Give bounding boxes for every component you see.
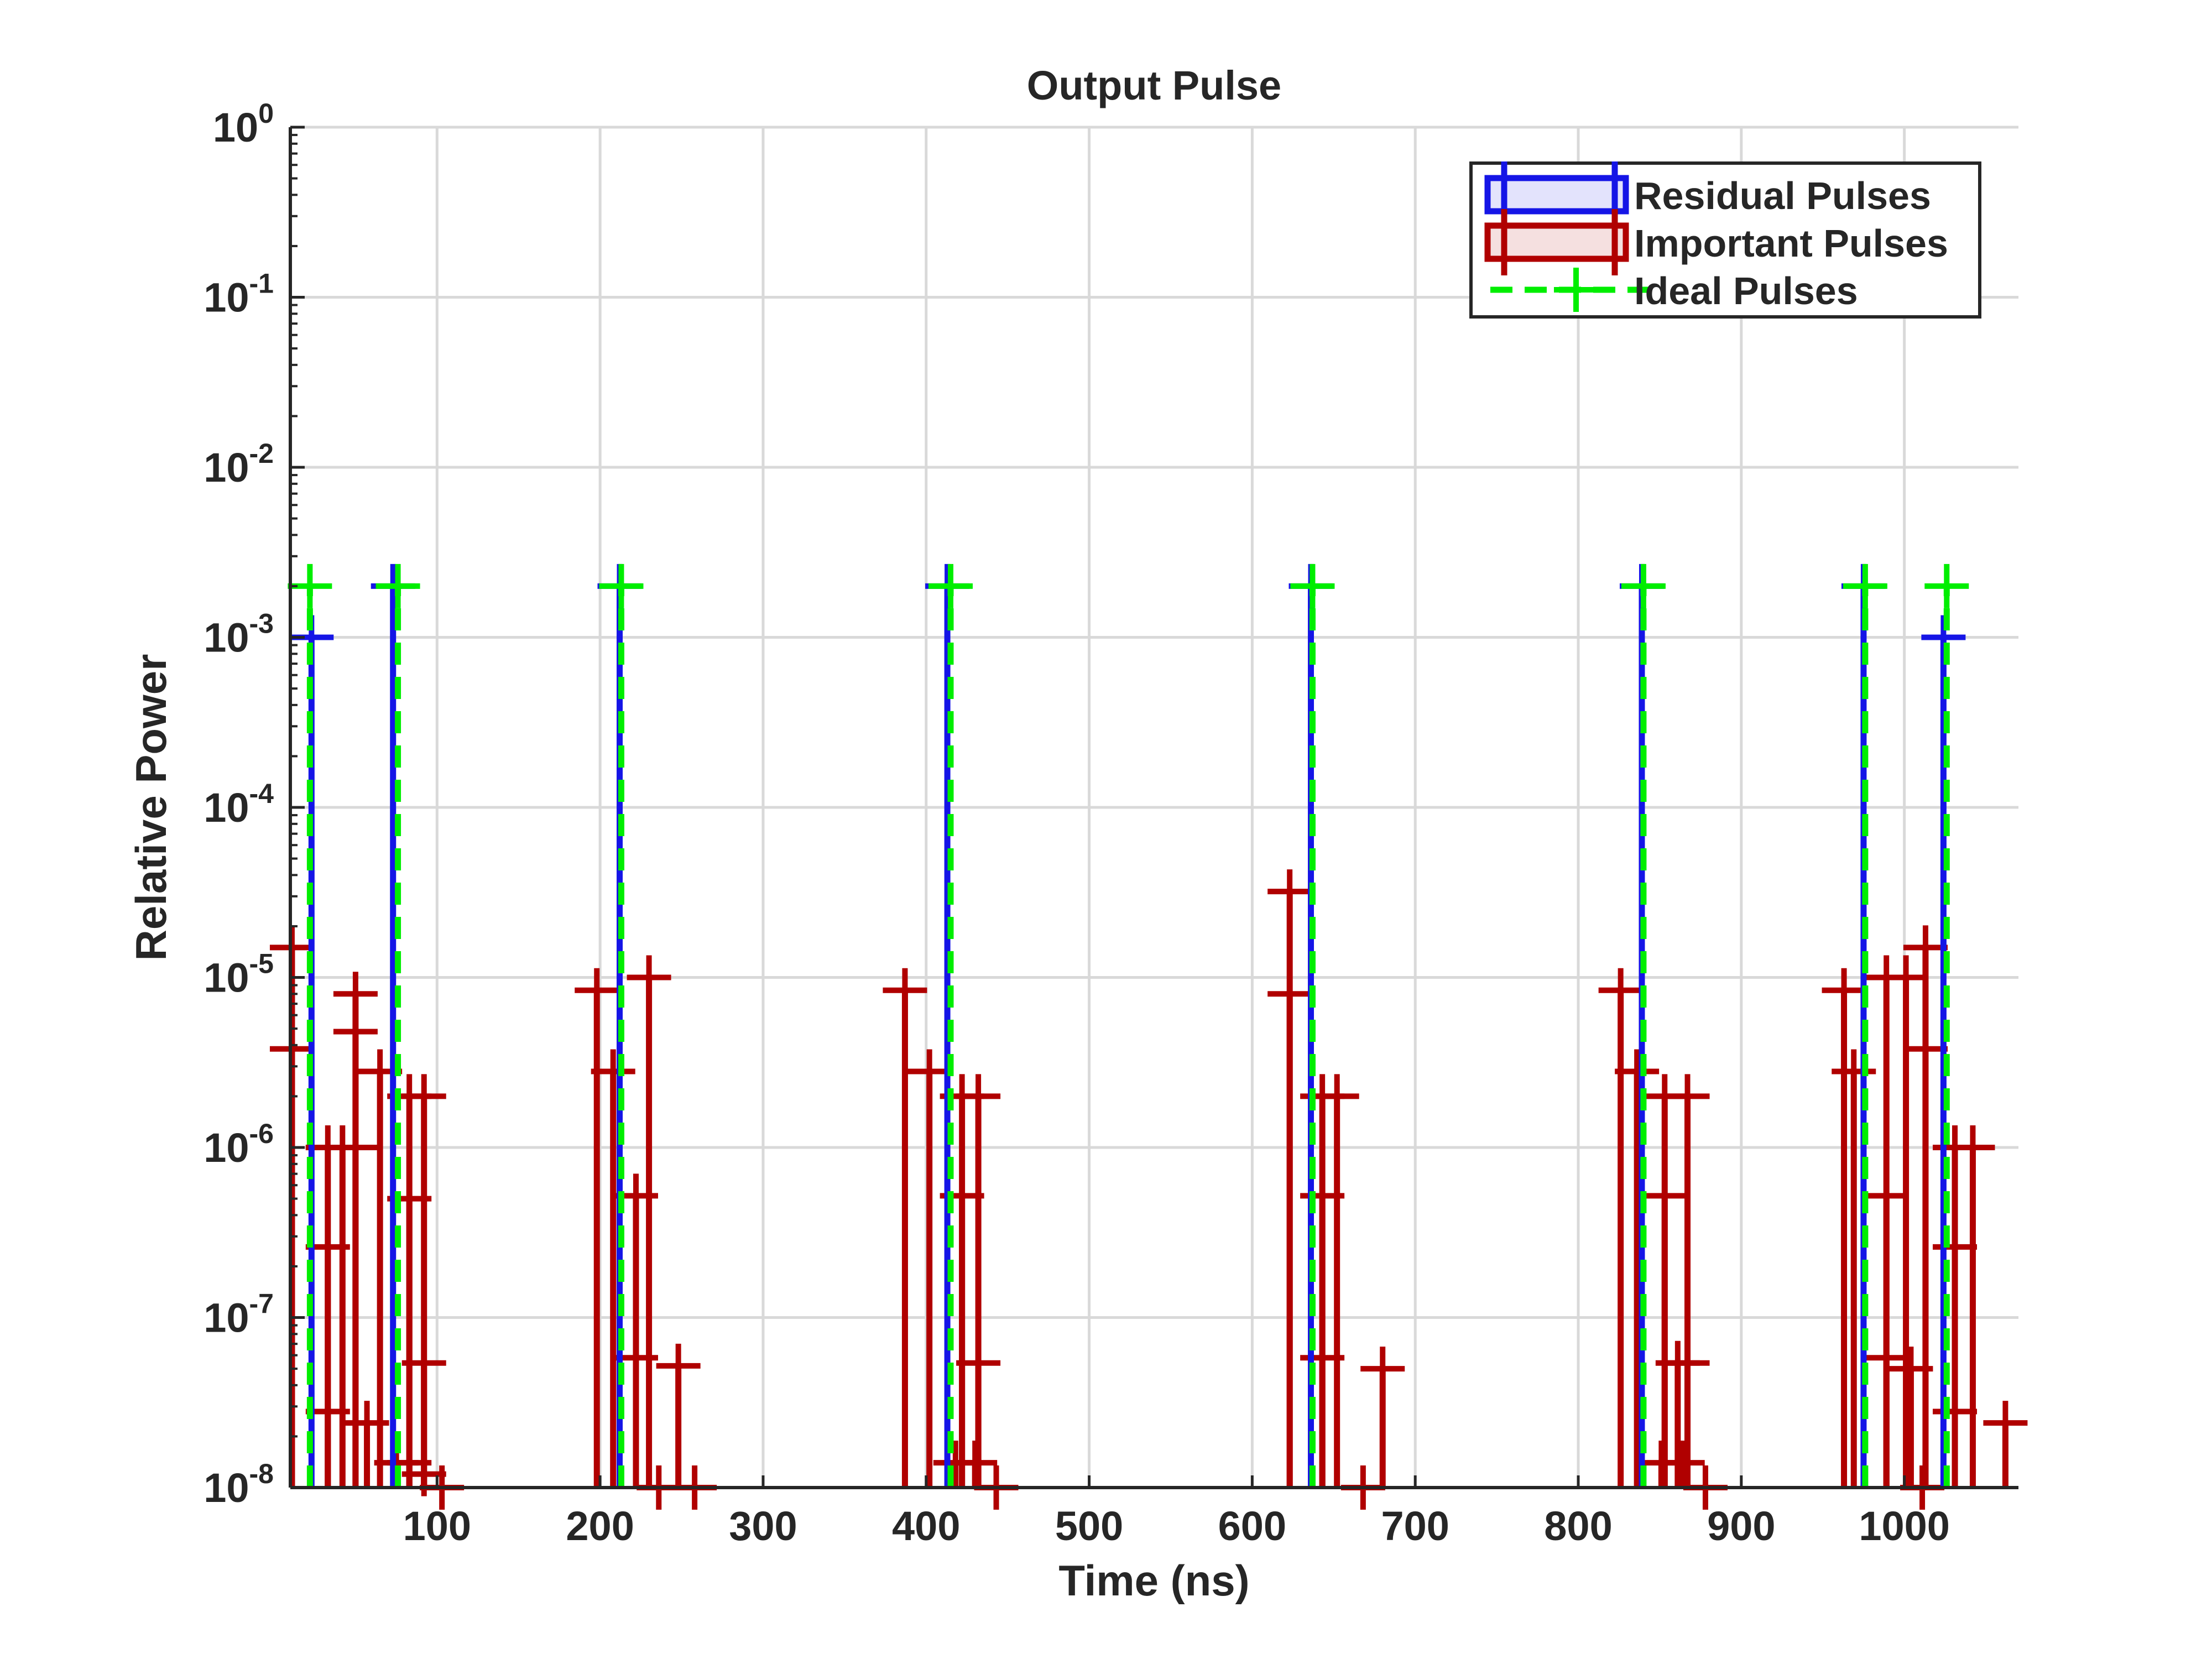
stem-marker [1267, 972, 1312, 1016]
stem-marker [1864, 1173, 1909, 1218]
x-tick-label: 900 [1707, 1503, 1775, 1549]
stem-marker [1921, 615, 1966, 660]
stem-marker [1615, 1049, 1660, 1094]
x-tick-label: 300 [729, 1503, 797, 1549]
stem-marker [953, 1441, 998, 1485]
legend-marker-sample [1554, 268, 1598, 312]
stem-marker [1983, 1401, 2028, 1446]
stem-marker [1884, 955, 1928, 1000]
y-tick-label: 10-6 [204, 1118, 274, 1171]
legend-entry-ideal-pulses: Ideal Pulses [1490, 268, 1858, 312]
stem-marker [1660, 1441, 1705, 1485]
y-tick-label: 10-2 [204, 438, 274, 491]
y-tick-label: 10-7 [204, 1288, 274, 1341]
stem-marker [1267, 869, 1312, 914]
y-tick-label: 10-3 [204, 608, 274, 661]
legend-label: Important Pulses [1634, 222, 1948, 265]
stem-marker [401, 1074, 446, 1119]
stem-marker [1665, 1074, 1710, 1119]
legend-label: Ideal Pulses [1634, 269, 1858, 312]
stem-marker [1924, 564, 1969, 608]
stem-marker [883, 968, 927, 1013]
stem-marker [656, 1343, 701, 1388]
y-tick-label: 10-4 [204, 778, 274, 831]
stem-marker [1843, 564, 1887, 608]
stem-marker [375, 564, 420, 608]
grid-lines [290, 126, 2018, 1489]
x-tick-label: 100 [403, 1503, 471, 1549]
stem-marker [627, 955, 671, 1000]
x-axis-label: Time (ns) [1058, 1556, 1249, 1605]
stem-marker [1290, 564, 1335, 608]
x-tick-label: 700 [1381, 1503, 1449, 1549]
stem-marker [1360, 1347, 1405, 1391]
stem-marker [1903, 925, 1948, 970]
y-tick-label: 10-5 [204, 948, 274, 1001]
stem-marker [1933, 1224, 1978, 1269]
stem-marker [1314, 1074, 1359, 1119]
legend-patch-sample [1484, 222, 1629, 262]
x-tick-label: 600 [1218, 1503, 1286, 1549]
x-tick-label: 800 [1544, 1503, 1612, 1549]
stem-marker [1864, 1335, 1909, 1380]
stem-marker [1621, 564, 1666, 608]
stem-marker [575, 968, 619, 1013]
stem-marker [1642, 1173, 1687, 1218]
x-tick-label: 200 [566, 1503, 634, 1549]
series-layer [269, 564, 2028, 1510]
axes [289, 126, 2018, 1489]
x-tick-label: 1000 [1859, 1503, 1950, 1549]
stem-marker [1665, 1340, 1710, 1385]
stem-marker [333, 1009, 378, 1054]
stem-marker [599, 564, 644, 608]
stem-marker [1950, 1125, 1995, 1170]
y-axis-label: Relative Power [127, 654, 175, 961]
stem-marker [1903, 1026, 1948, 1071]
y-tick-label: 10-8 [204, 1458, 274, 1511]
stem-marker [1598, 968, 1643, 1013]
legend-patch-sample [1484, 175, 1629, 215]
x-tick-label: 500 [1055, 1503, 1123, 1549]
chart-title: Output Pulse [1027, 62, 1281, 108]
legend-entry-important-pulses: Important Pulses [1484, 209, 1948, 275]
stem-marker [907, 1049, 952, 1094]
stem-marker [333, 972, 378, 1016]
stem-marker [956, 1340, 1001, 1385]
x-tick-label: 400 [892, 1503, 960, 1549]
stem-marker [401, 1340, 446, 1385]
y-tick-label: 100 [213, 98, 274, 150]
tick-labels: 100 200 300 400 500 600 700 800 900 1000 10-8 10-7 1… [204, 98, 1950, 1549]
stem-marker [1832, 1049, 1876, 1094]
legend-entry-residual-pulses: Residual Pulses [1484, 161, 1931, 228]
y-tick-label: 10-1 [204, 268, 274, 321]
series-important-pulses [269, 869, 2028, 1510]
stem-marker [1822, 968, 1866, 1013]
stem-marker [333, 1125, 378, 1170]
stem-marker [1933, 1389, 1978, 1434]
stem-marker [956, 1074, 1001, 1119]
stem-marker [928, 564, 973, 608]
stem-marker [591, 1049, 635, 1094]
series-ideal-pulses [288, 564, 1969, 1488]
legend-label: Residual Pulses [1634, 174, 1931, 217]
